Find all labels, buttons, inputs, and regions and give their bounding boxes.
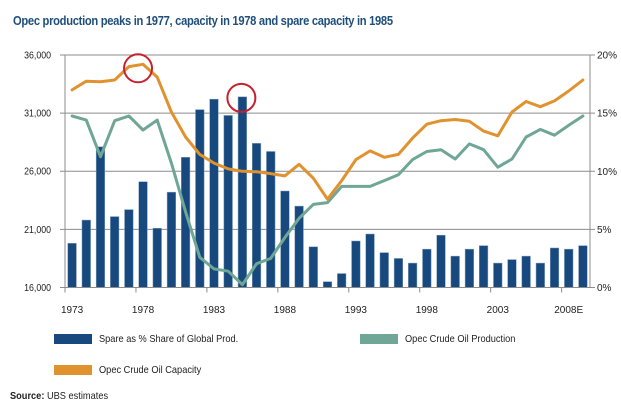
x-tick-label: 1993 bbox=[345, 305, 368, 316]
source-note: Source: UBS estimates bbox=[10, 390, 108, 402]
bar bbox=[535, 262, 545, 288]
x-tick-label: 2003 bbox=[487, 305, 510, 316]
legend-swatch-production bbox=[360, 334, 398, 344]
x-tick-label: 1978 bbox=[132, 305, 155, 316]
left-tick-label: 21,000 bbox=[24, 223, 51, 235]
x-tick-label: 1983 bbox=[203, 305, 226, 316]
bar bbox=[95, 146, 106, 288]
production-line bbox=[70, 114, 585, 287]
bar bbox=[422, 248, 432, 288]
bar bbox=[408, 262, 418, 288]
legend-label-capacity: Opec Crude Oil Capacity bbox=[99, 364, 202, 376]
right-tick-label: 5% bbox=[597, 225, 612, 236]
gridlines bbox=[65, 54, 590, 230]
bar bbox=[479, 245, 489, 288]
bar bbox=[152, 227, 162, 288]
highlight-circle-spare-peak bbox=[226, 82, 257, 113]
x-tick-label: 2008E bbox=[554, 305, 583, 316]
right-tick-label: 0% bbox=[597, 283, 612, 294]
bar bbox=[322, 281, 333, 288]
bar bbox=[393, 258, 403, 288]
axes: 16,000 0% 21,000 5% 26,000 10% 31,000 15% 36,000… bbox=[24, 49, 617, 316]
bar bbox=[110, 216, 120, 288]
right-tick-label: 20% bbox=[597, 51, 617, 62]
legend-item-capacity: Opec Crude Oil Capacity bbox=[54, 364, 215, 376]
bar bbox=[507, 259, 517, 288]
legend-item-spare: Spare as % Share of Global Prod. bbox=[54, 333, 257, 345]
legend-label-production: Opec Crude Oil Production bbox=[405, 333, 516, 345]
bar bbox=[351, 240, 361, 288]
bar bbox=[521, 255, 531, 288]
left-tick-label: 36,000 bbox=[24, 49, 51, 61]
bar-series-spare bbox=[67, 96, 588, 288]
annotations bbox=[123, 53, 257, 113]
x-tick-label: 1998 bbox=[416, 305, 439, 316]
legend-swatch-spare bbox=[54, 334, 92, 344]
bar bbox=[138, 181, 148, 288]
left-tick-label: 31,000 bbox=[24, 107, 51, 119]
bar bbox=[81, 219, 91, 288]
left-tick-label: 26,000 bbox=[24, 165, 51, 177]
bar bbox=[564, 248, 574, 288]
bar bbox=[493, 262, 503, 288]
source-text: UBS estimates bbox=[44, 390, 109, 402]
bar bbox=[337, 273, 347, 288]
bar bbox=[549, 247, 560, 288]
chart-title: Opec production peaks in 1977, capacity … bbox=[13, 13, 393, 28]
source-prefix: Source: bbox=[10, 390, 45, 402]
bar bbox=[209, 98, 219, 288]
bar bbox=[379, 252, 389, 288]
line-series bbox=[70, 62, 585, 287]
legend-swatch-capacity bbox=[54, 365, 92, 375]
bar bbox=[450, 255, 460, 288]
bar bbox=[365, 233, 375, 288]
highlight-circle-capacity-peak bbox=[123, 53, 154, 84]
bar bbox=[237, 96, 247, 288]
right-tick-label: 15% bbox=[597, 109, 617, 120]
bar bbox=[166, 191, 176, 288]
left-tick-label: 16,000 bbox=[24, 281, 51, 293]
bar bbox=[464, 248, 474, 288]
bar bbox=[223, 115, 233, 288]
bar bbox=[578, 245, 588, 288]
bar bbox=[436, 234, 446, 288]
bar bbox=[67, 243, 77, 288]
bar bbox=[308, 246, 318, 288]
x-tick-label: 1988 bbox=[274, 305, 297, 316]
capacity-line bbox=[70, 62, 585, 201]
bar bbox=[124, 209, 134, 288]
legend-item-production: Opec Crude Oil Production bbox=[360, 333, 530, 345]
legend-label-spare: Spare as % Share of Global Prod. bbox=[99, 333, 239, 345]
right-tick-label: 10% bbox=[597, 167, 617, 178]
x-tick-label: 1973 bbox=[61, 305, 84, 316]
